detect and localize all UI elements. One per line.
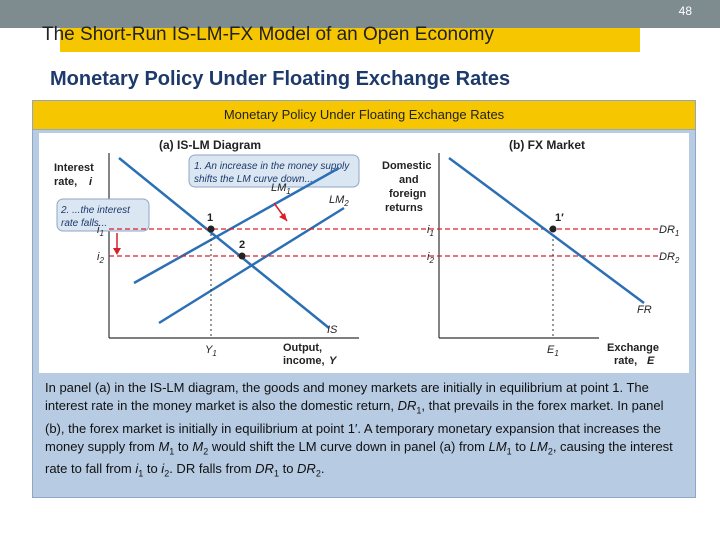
is-lm-fx-figure: (a) IS-LM Diagram (b) FX Market Interest… — [39, 133, 689, 373]
note2-line2: rate falls... — [61, 218, 107, 229]
point-1-label: 1 — [207, 212, 213, 224]
note1-line2: shifts the LM curve down... — [194, 174, 313, 185]
panel-a-xlabel-2: income, — [283, 355, 325, 367]
panel-a-ylabel-2: rate, — [54, 176, 77, 188]
i-fall-arrowhead — [113, 248, 121, 255]
is-label: IS — [327, 324, 338, 336]
panel-a-xlabel-1: Output, — [283, 342, 322, 354]
panel-b-xlabel-2: rate, — [614, 355, 637, 367]
slide-title: The Short-Run IS-LM-FX Model of an Open … — [42, 24, 494, 46]
caption-text: In panel (a) in the IS-LM diagram, the g… — [45, 379, 685, 483]
point-2 — [239, 253, 246, 260]
lm2-label: LM2 — [329, 194, 349, 208]
point-1-prime-label: 1′ — [555, 212, 564, 224]
point-1 — [208, 226, 215, 233]
e1-tick: E1 — [547, 344, 559, 358]
i2-tick-a: i2 — [97, 251, 104, 265]
panel-b-ylabel-3: foreign — [389, 188, 427, 200]
lm2-curve — [159, 208, 344, 323]
slide-number: 48 — [679, 4, 692, 18]
panel-header-text: Monetary Policy Under Floating Exchange … — [33, 101, 695, 129]
point-1-prime — [550, 226, 557, 233]
note2-line1: 2. ...the interest — [60, 205, 131, 216]
i2-tick-b: i2 — [427, 251, 434, 265]
note1-line1: 1. An increase in the money supply — [194, 161, 350, 172]
panel-b-ylabel-2: and — [399, 174, 419, 186]
point-2-label: 2 — [239, 239, 245, 251]
panel-a-ylabel-1: Interest — [54, 162, 94, 174]
panel-a-xlabel-var: Y — [329, 355, 338, 367]
dr2-label: DR2 — [659, 251, 680, 265]
panel-b-xlabel-var: E — [647, 355, 655, 367]
y1-tick: Y1 — [205, 344, 217, 358]
panel-b-title: (b) FX Market — [509, 138, 585, 152]
fr-curve — [449, 158, 644, 303]
slide-subtitle: Monetary Policy Under Floating Exchange … — [50, 68, 510, 91]
dr1-label: DR1 — [659, 224, 679, 238]
i1-tick-b: i1 — [427, 224, 434, 238]
panel-b-xlabel-1: Exchange — [607, 342, 659, 354]
figure-svg: (a) IS-LM Diagram (b) FX Market Interest… — [39, 133, 689, 373]
fr-label: FR — [637, 304, 652, 316]
panel-b-ylabel-1: Domestic — [382, 160, 432, 172]
panel-a-title: (a) IS-LM Diagram — [159, 138, 261, 152]
panel-b-ylabel-4: returns — [385, 202, 423, 214]
panel-header: Monetary Policy Under Floating Exchange … — [33, 101, 695, 130]
panel-a-ylabel-var: i — [89, 176, 93, 188]
figure-panel: Monetary Policy Under Floating Exchange … — [32, 100, 696, 498]
